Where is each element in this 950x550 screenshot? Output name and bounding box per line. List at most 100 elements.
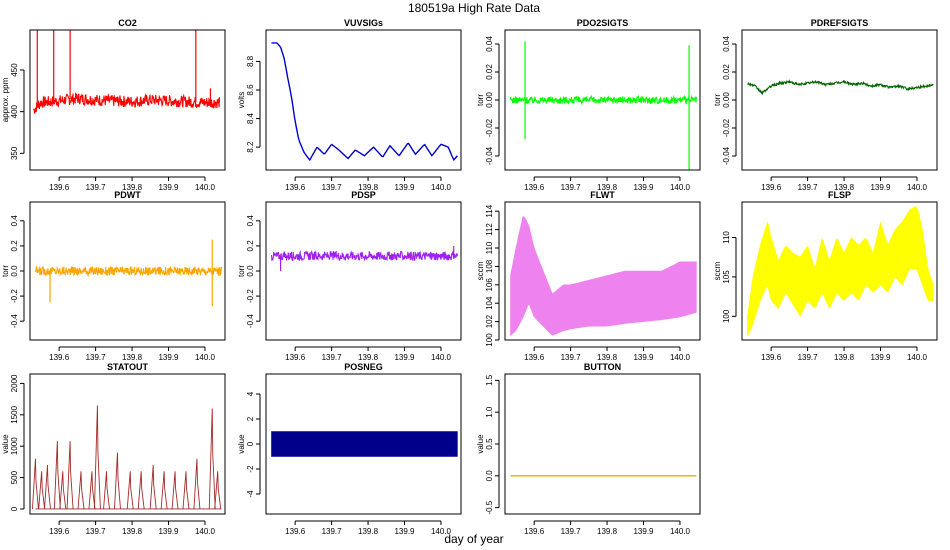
vuvsigs-y-tick-label: 8.2 <box>246 141 255 153</box>
pdsp-y-tick-label: -0.4 <box>246 314 255 328</box>
co2-y-tick-label: 450 <box>10 63 19 77</box>
pdwt-y-tick-label: -0.2 <box>10 289 19 303</box>
pdrefsigts-title: PDREFSIGTS <box>811 18 869 28</box>
flsp-band <box>747 205 934 337</box>
flsp-x-tick-label: 139.7 <box>798 353 819 362</box>
posneg-y-axis-title: value <box>237 434 246 454</box>
button-x-tick-label: 139.8 <box>597 527 618 536</box>
co2-x-tick-label: 139.7 <box>86 183 107 192</box>
panel-pdwt: PDWT 139.6 139.7 139.8 139.9 140.0 -0.4 -0.2 0.0… <box>1 190 226 362</box>
flsp-x-tick-label: 139.6 <box>761 353 782 362</box>
statout-x-tick-label: 139.6 <box>49 527 70 536</box>
panel-flwt: FLWT 139.6 139.7 139.8 139.9 140.0 100 102 104 10… <box>476 190 701 362</box>
flwt-y-tick-label: 102 <box>485 314 494 328</box>
button-y-axis-title: value <box>476 434 485 454</box>
pdwt-x-tick-label: 139.7 <box>86 353 107 362</box>
pdrefsigts-x-tick-label: 139.7 <box>798 183 819 192</box>
pdo2sigts-y-axis-title: torr <box>476 94 485 106</box>
pdrefsigts-x-tick-label: 140.0 <box>907 183 928 192</box>
vuvsigs-title: VUVSIGs <box>344 18 383 28</box>
statout-pulse <box>103 471 110 510</box>
flsp-y-tick-label: 105 <box>722 270 731 284</box>
co2-y-axis-title: approx. ppm <box>1 77 10 122</box>
pdo2sigts-y-tick-label: -0.04 <box>485 146 494 165</box>
figure-x-axis-title: day of year <box>444 532 503 546</box>
statout-x-tick-label: 140.0 <box>195 527 216 536</box>
flsp-x-tick-label: 140.0 <box>907 353 928 362</box>
statout-pulse <box>214 471 222 510</box>
panel-pdsp: PDSP 139.6 139.7 139.8 139.9 140.0 -0.4 -0.2 0.0… <box>237 190 462 362</box>
pdwt-title: PDWT <box>114 190 141 200</box>
co2-y-tick-label: 400 <box>10 104 19 118</box>
vuvsigs-series-line <box>271 42 458 162</box>
statout-x-tick-label: 139.7 <box>86 527 107 536</box>
statout-y-tick-label: 0 <box>10 506 19 511</box>
pdsp-x-tick-label: 139.9 <box>394 353 415 362</box>
statout-pulse <box>88 471 96 510</box>
posneg-x-tick-label: 139.9 <box>394 527 415 536</box>
pdo2sigts-x-tick-label: 139.7 <box>561 183 582 192</box>
panel-co2: CO2 139.6 139.7 139.8 139.9 140.0 350 400 450app… <box>1 18 226 192</box>
pdwt-x-tick-label: 139.8 <box>122 353 143 362</box>
flwt-x-tick-label: 140.0 <box>670 353 691 362</box>
pdsp-y-tick-label: -0.2 <box>246 289 255 303</box>
pdwt-y-tick-label: 0.4 <box>10 215 19 227</box>
flsp-y-axis-title: sccm <box>713 261 722 280</box>
pdsp-y-tick-label: 0.2 <box>246 240 255 252</box>
posneg-y-tick-label: -4 <box>246 490 255 498</box>
statout-pulse <box>32 458 39 510</box>
statout-data <box>32 405 222 510</box>
pdsp-x-tick-label: 140.0 <box>431 353 452 362</box>
statout-pulse <box>44 465 51 510</box>
pdwt-y-tick-label: -0.4 <box>10 314 19 328</box>
flwt-x-tick-label: 139.8 <box>597 353 618 362</box>
pdrefsigts-y-tick-label: 0.04 <box>722 36 731 52</box>
posneg-y-tick-label: 2 <box>246 416 255 421</box>
vuvsigs-x-tick-label: 139.7 <box>322 183 343 192</box>
pdsp-data <box>270 245 458 271</box>
posneg-x-tick-label: 139.8 <box>358 527 379 536</box>
vuvsigs-x-tick-label: 139.9 <box>394 183 415 192</box>
co2-plot-frame <box>29 29 226 171</box>
posneg-plot-frame <box>265 373 462 515</box>
pdwt-y-tick-label: 0.2 <box>10 240 19 252</box>
statout-y-tick-label: 1000 <box>10 437 19 455</box>
button-x-tick-label: 139.6 <box>524 527 545 536</box>
pdo2sigts-y-tick-label: -0.02 <box>485 118 494 137</box>
pdo2sigts-x-tick-label: 140.0 <box>670 183 691 192</box>
pdrefsigts-y-tick-label: -0.02 <box>722 118 731 137</box>
pdo2sigts-y-tick-label: 0.00 <box>485 92 494 108</box>
pdrefsigts-series-line <box>747 79 934 96</box>
button-x-tick-label: 139.9 <box>633 527 654 536</box>
pdsp-title: PDSP <box>351 190 376 200</box>
panel-pdrefsigts: PDREFSIGTS 139.6 139.7 139.8 139.9 140.0 -0.04… <box>713 18 938 192</box>
posneg-title: POSNEG <box>344 362 383 372</box>
button-y-tick-label: 0.0 <box>485 470 494 482</box>
button-y-tick-label: 1.0 <box>485 406 494 418</box>
statout-x-tick-label: 139.8 <box>122 527 143 536</box>
statout-x-tick-label: 139.9 <box>158 527 179 536</box>
button-x-tick-label: 140.0 <box>670 527 691 536</box>
pdrefsigts-plot-frame <box>741 29 938 171</box>
pdo2sigts-series-line <box>509 94 697 106</box>
pdo2sigts-y-tick-label: 0.04 <box>485 36 494 52</box>
vuvsigs-x-tick-label: 140.0 <box>431 183 452 192</box>
panel-flsp: FLSP 139.6 139.7 139.8 139.9 140.0 100 105 110 sc… <box>713 190 938 362</box>
statout-pulse <box>137 471 145 510</box>
statout-pulse <box>59 471 67 510</box>
pdo2sigts-x-tick-label: 139.9 <box>633 183 654 192</box>
statout-pulse <box>149 465 157 510</box>
figure-title: 180519a High Rate Data <box>408 1 540 15</box>
vuvsigs-plot-frame <box>265 29 462 171</box>
pdrefsigts-x-tick-label: 139.8 <box>834 183 855 192</box>
flwt-y-tick-label: 100 <box>485 333 494 347</box>
flwt-x-tick-label: 139.9 <box>633 353 654 362</box>
statout-title: STATOUT <box>107 362 148 372</box>
pdwt-series-line <box>34 265 222 277</box>
vuvsigs-y-tick-label: 8.6 <box>246 84 255 96</box>
pdrefsigts-y-tick-label: 0.00 <box>722 92 731 108</box>
pdo2sigts-title: PDO2SIGTS <box>577 18 629 28</box>
button-plot-frame <box>504 373 701 515</box>
flsp-x-tick-label: 139.8 <box>834 353 855 362</box>
